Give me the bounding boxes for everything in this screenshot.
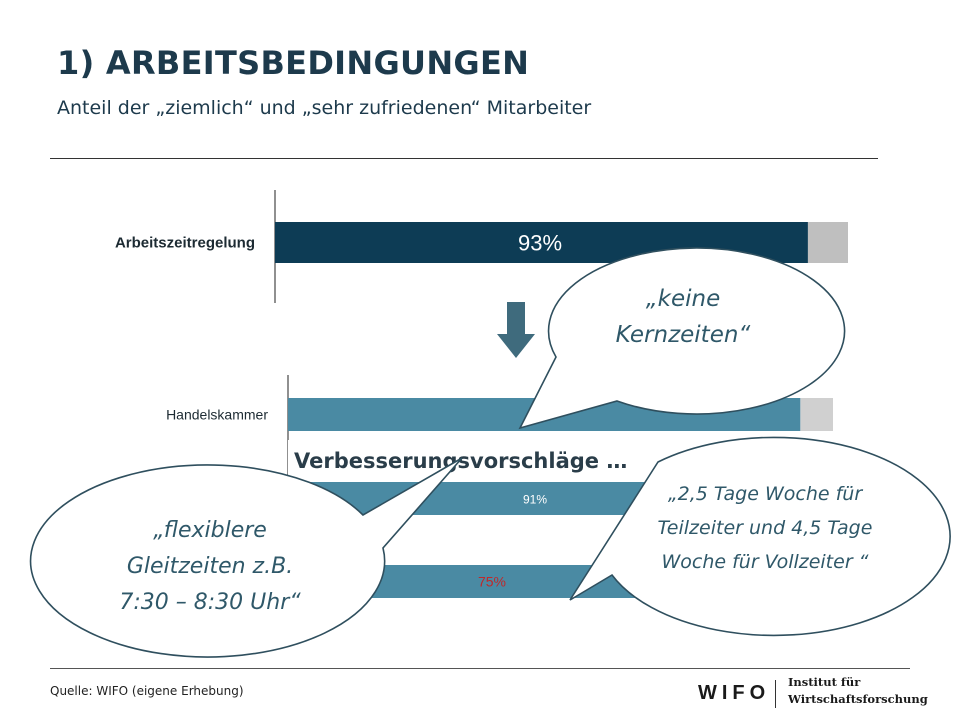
source-note: Quelle: WIFO (eigene Erhebung) <box>50 684 244 698</box>
page-title: 1) ARBEITSBEDINGUNGEN <box>57 44 530 82</box>
speech-bubble-gleitzeiten <box>29 457 463 658</box>
chart2-bar-remainder <box>800 398 833 431</box>
chart1-data-label: 93% <box>518 231 562 256</box>
bubble-2-text-line: „2,5 Tage Woche für <box>668 483 864 505</box>
page-subtitle: Anteil der „ziemlich“ und „sehr zufriede… <box>57 97 592 119</box>
speech-bubble-keine-kernzeiten <box>518 247 846 430</box>
logo-line-2: Wirtschaftsforschung <box>788 692 928 706</box>
overlay-heading: Verbesserungsvorschläge … <box>294 449 627 473</box>
speech-bubble-tage-woche <box>569 436 951 637</box>
bubble-1-text-line: „keine <box>646 286 721 312</box>
bubble-3-text-line: Gleitzeiten z.B. <box>127 554 293 579</box>
top-divider <box>50 158 878 159</box>
logo-text: Institut für Wirtschaftsforschung <box>788 674 928 708</box>
chart1-bar-remainder <box>807 222 848 263</box>
chart2-data-label: 91% <box>523 493 547 507</box>
bottom-divider <box>50 668 910 669</box>
chart2-category-label: Handelskammer <box>166 407 268 423</box>
down-arrow-icon <box>497 302 535 358</box>
bubble-3-text-line: 7:30 – 8:30 Uhr“ <box>119 590 301 615</box>
chart1-category-label: Arbeitszeitregelung <box>115 235 255 252</box>
bubble-2-text-line: Teilzeiter und 4,5 Tage <box>658 517 873 539</box>
wifo-logo: WIFO Institut für Wirtschaftsforschung <box>698 672 928 716</box>
overlay-heading-backdrop <box>288 440 660 478</box>
bubble-2-text-line: Woche für Vollzeiter “ <box>661 551 868 573</box>
logo-mark: WIFO <box>698 682 771 704</box>
bubble-1-text-line: Kernzeiten“ <box>616 322 751 348</box>
logo-separator <box>775 680 776 708</box>
chart2-data-label: 75% <box>478 574 506 590</box>
logo-line-1: Institut für <box>788 675 861 689</box>
bubble-3-text-line: „flexiblere <box>153 518 267 543</box>
